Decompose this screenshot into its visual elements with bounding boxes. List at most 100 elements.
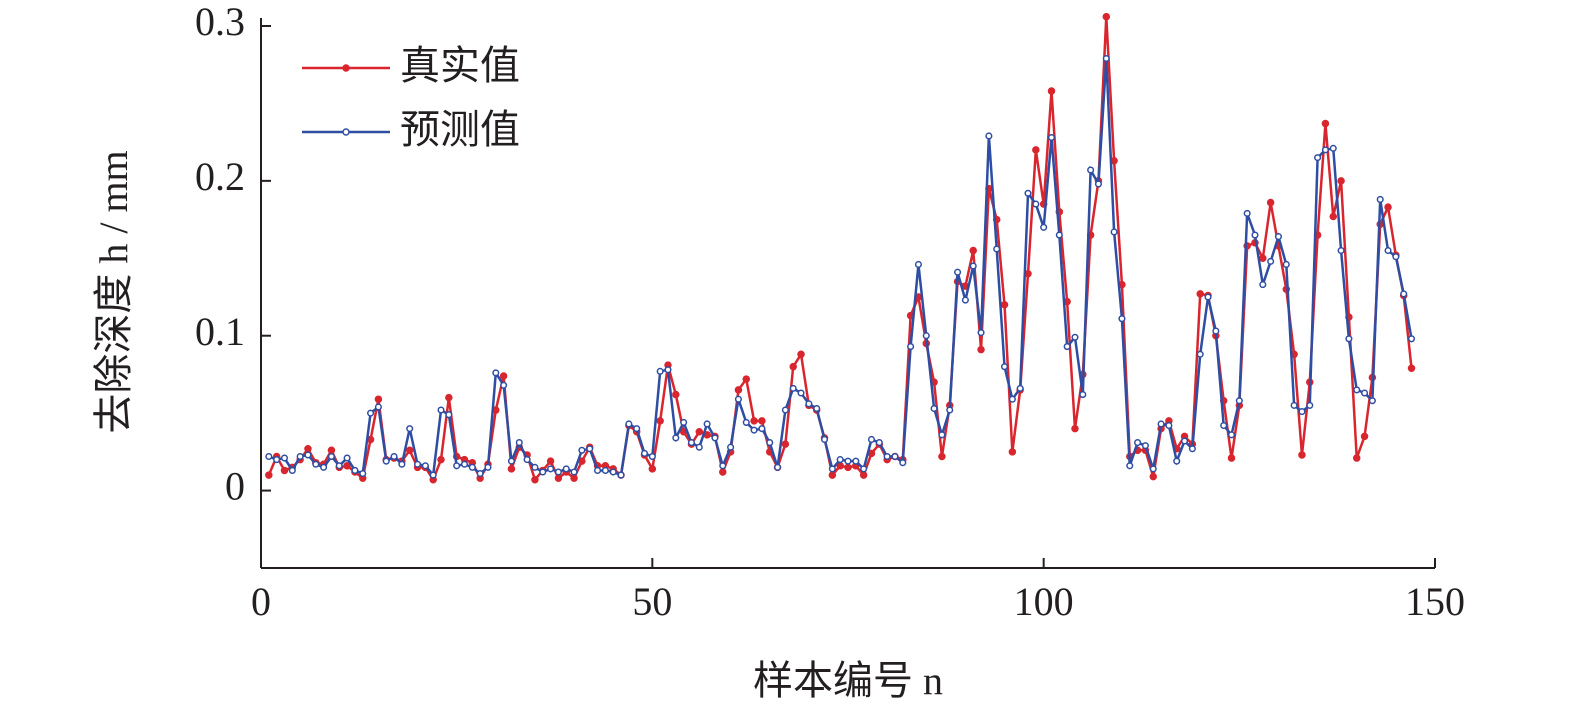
data-point	[1306, 401, 1314, 409]
y-tick-label: 0.3	[195, 0, 245, 44]
data-point	[797, 389, 805, 397]
data-point	[805, 400, 813, 408]
data-point	[500, 381, 508, 389]
data-point	[539, 468, 547, 476]
data-point	[547, 465, 555, 473]
data-point	[1102, 12, 1111, 21]
data-point	[899, 459, 907, 467]
data-point	[413, 460, 422, 468]
data-point	[374, 395, 383, 403]
legend-marker	[342, 64, 350, 72]
data-point	[343, 454, 351, 462]
legend-marker	[342, 128, 350, 136]
y-tick-label: 0.2	[195, 154, 245, 199]
data-point	[844, 463, 852, 472]
data-point	[695, 443, 703, 451]
data-point	[750, 417, 758, 425]
data-point	[476, 469, 484, 478]
data-point	[1329, 212, 1338, 221]
data-point	[946, 406, 954, 414]
data-point	[1314, 154, 1322, 162]
data-point	[280, 454, 289, 462]
data-point	[492, 369, 500, 377]
data-point	[766, 439, 774, 447]
data-point	[742, 418, 750, 426]
data-point	[813, 404, 821, 413]
data-point	[578, 446, 586, 454]
data-point	[1149, 472, 1157, 481]
data-point	[437, 455, 445, 464]
data-point	[828, 465, 836, 473]
data-point	[711, 434, 719, 442]
data-point	[734, 395, 742, 403]
data-point	[1110, 228, 1118, 236]
data-point	[1000, 300, 1009, 309]
data-point	[1212, 327, 1220, 335]
data-point	[1400, 290, 1408, 298]
data-point	[938, 452, 946, 461]
data-point	[280, 466, 289, 475]
data-point	[421, 462, 429, 470]
data-point	[1047, 87, 1056, 95]
data-point	[1032, 200, 1040, 208]
legend-label: 真实值	[400, 43, 520, 88]
data-point	[398, 460, 406, 468]
data-point	[1360, 432, 1369, 441]
data-point	[852, 457, 860, 465]
data-point	[320, 463, 328, 471]
data-point	[1047, 133, 1056, 142]
data-point	[335, 462, 343, 470]
y-axis-label: 去除深度 h / mm	[91, 150, 136, 433]
data-point	[742, 375, 751, 383]
data-point	[1353, 386, 1361, 394]
data-point	[993, 245, 1001, 253]
data-point	[719, 462, 727, 470]
data-point	[1126, 462, 1134, 470]
data-point	[1000, 363, 1009, 371]
data-point	[648, 465, 657, 473]
data-point	[672, 390, 680, 399]
data-point	[1290, 401, 1298, 409]
data-point	[445, 393, 453, 402]
data-point	[484, 463, 492, 471]
data-point	[304, 445, 312, 453]
x-tick-label: 50	[632, 579, 672, 624]
data-point	[523, 456, 531, 464]
data-point	[954, 268, 962, 276]
data-point	[1204, 293, 1212, 301]
data-point	[1079, 391, 1087, 399]
data-point	[265, 452, 273, 461]
data-point	[1040, 223, 1048, 231]
data-point	[390, 452, 398, 461]
data-point	[961, 296, 969, 304]
data-point	[750, 426, 758, 434]
data-point	[977, 345, 985, 354]
data-point	[1149, 465, 1157, 473]
data-point	[1235, 397, 1243, 405]
data-point	[1298, 408, 1306, 416]
data-point	[499, 372, 508, 380]
data-point	[1118, 315, 1126, 323]
data-point	[531, 475, 539, 484]
data-point	[405, 446, 414, 455]
data-point	[1141, 442, 1149, 450]
data-point	[1282, 260, 1290, 269]
data-point	[648, 452, 656, 461]
data-point	[844, 457, 852, 465]
data-point	[1008, 395, 1016, 403]
data-point	[1259, 281, 1267, 289]
data-point	[1384, 203, 1392, 211]
data-point	[367, 409, 375, 417]
data-point	[382, 457, 390, 465]
data-point	[1016, 384, 1024, 392]
data-point	[977, 329, 985, 337]
data-point	[374, 403, 382, 411]
x-tick-label: 100	[1014, 579, 1074, 624]
data-point	[468, 463, 476, 471]
data-point	[1266, 198, 1275, 207]
data-point	[758, 425, 766, 433]
data-point	[727, 443, 735, 451]
data-point	[1227, 431, 1236, 439]
data-point	[351, 466, 359, 474]
